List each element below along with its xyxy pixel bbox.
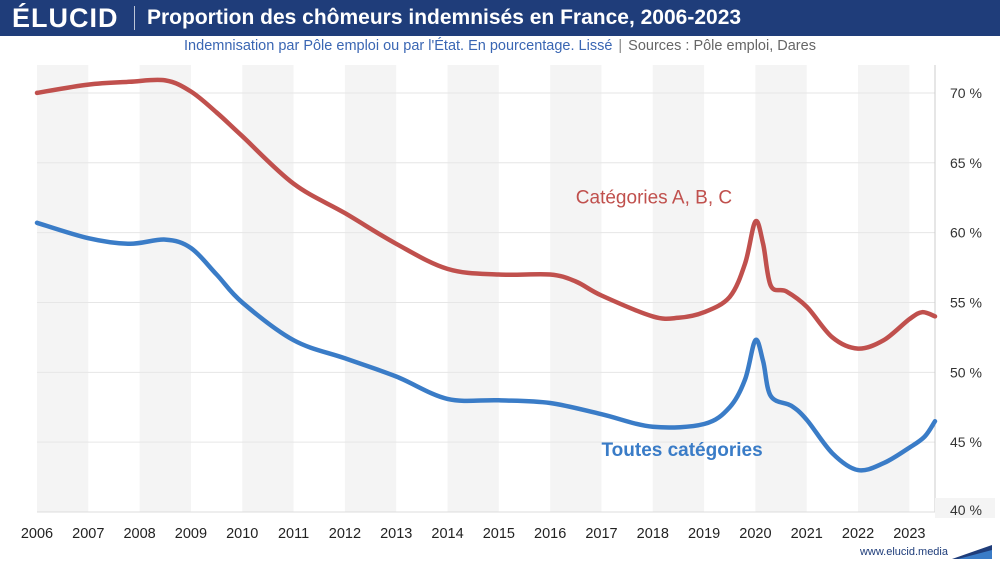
series-annotations: Catégories A, B, C Toutes catégories xyxy=(576,187,763,461)
header-bar: ÉLUCID Proportion des chômeurs indemnisé… xyxy=(0,0,1000,36)
year-band-2014 xyxy=(447,65,499,512)
chart-subtitle: Indemnisation par Pôle emploi ou par l'É… xyxy=(0,38,1000,54)
series-label: Toutes catégories xyxy=(601,440,762,461)
x-tick-label: 2016 xyxy=(534,526,566,542)
year-band-2012 xyxy=(344,65,397,512)
x-tick-label: 2014 xyxy=(431,526,463,542)
x-tick-label: 2006 xyxy=(21,526,53,542)
x-tick-label: 2011 xyxy=(278,526,309,542)
x-tick-label: 2009 xyxy=(175,526,207,542)
series-label: Catégories A, B, C xyxy=(576,187,732,208)
y-tick-label: 50 % xyxy=(950,364,982,380)
x-tick-label: 2012 xyxy=(329,526,361,542)
subtitle-text: Indemnisation par Pôle emploi ou par l'É… xyxy=(184,38,613,54)
y-tick-label: 45 % xyxy=(950,434,982,450)
year-bands xyxy=(37,65,910,512)
sources-text: Sources : Pôle emploi, Dares xyxy=(628,38,816,54)
grid-lines: 40 % xyxy=(37,65,995,518)
y-tick-label: 55 % xyxy=(950,294,982,310)
x-tick-label: 2019 xyxy=(688,526,720,542)
x-axis-ticks: 2006 2007 2008 2009 2010 2011 2012 2013 2014 2015… xyxy=(21,511,935,542)
year-band-2010 xyxy=(242,65,294,512)
year-band-2016 xyxy=(550,65,602,512)
y-tick-label: 40 % xyxy=(950,502,982,518)
y-tick-label: 70 % xyxy=(950,85,982,101)
series-line-toutes-categories xyxy=(34,220,938,473)
x-tick-label: 2020 xyxy=(739,526,771,542)
x-tick-label: 2007 xyxy=(72,526,104,542)
year-band-2018 xyxy=(652,65,705,512)
x-tick-label: 2018 xyxy=(637,526,669,542)
series-lines xyxy=(34,77,938,473)
x-tick-label: 2015 xyxy=(483,526,515,542)
year-band-2022 xyxy=(858,65,910,512)
year-band-2006 xyxy=(37,65,89,512)
y-axis-ticks: 45 % 50 % 55 % 60 % 65 % 70 % xyxy=(950,85,982,450)
y-tick-label: 65 % xyxy=(950,155,982,171)
x-tick-label: 2021 xyxy=(791,526,823,542)
header-separator xyxy=(134,6,135,30)
brand-logo[interactable]: ÉLUCID xyxy=(12,3,119,33)
subtitle-separator: | xyxy=(618,38,623,54)
x-tick-label: 2017 xyxy=(585,526,617,542)
elucid-mark-icon xyxy=(952,545,992,559)
y-tick-label: 60 % xyxy=(950,225,982,241)
year-band-2008 xyxy=(139,65,191,512)
x-tick-label: 2013 xyxy=(380,526,412,542)
x-tick-label: 2022 xyxy=(842,526,874,542)
x-tick-label: 2010 xyxy=(226,526,258,542)
x-tick-label: 2008 xyxy=(123,526,155,542)
footer-url[interactable]: www.elucid.media xyxy=(859,546,948,558)
series-line-categories-abc xyxy=(34,77,938,351)
page-title: Proportion des chômeurs indemnisés en Fr… xyxy=(147,6,742,29)
x-tick-label: 2023 xyxy=(893,526,925,542)
y-axis-bottom-box xyxy=(935,498,995,518)
